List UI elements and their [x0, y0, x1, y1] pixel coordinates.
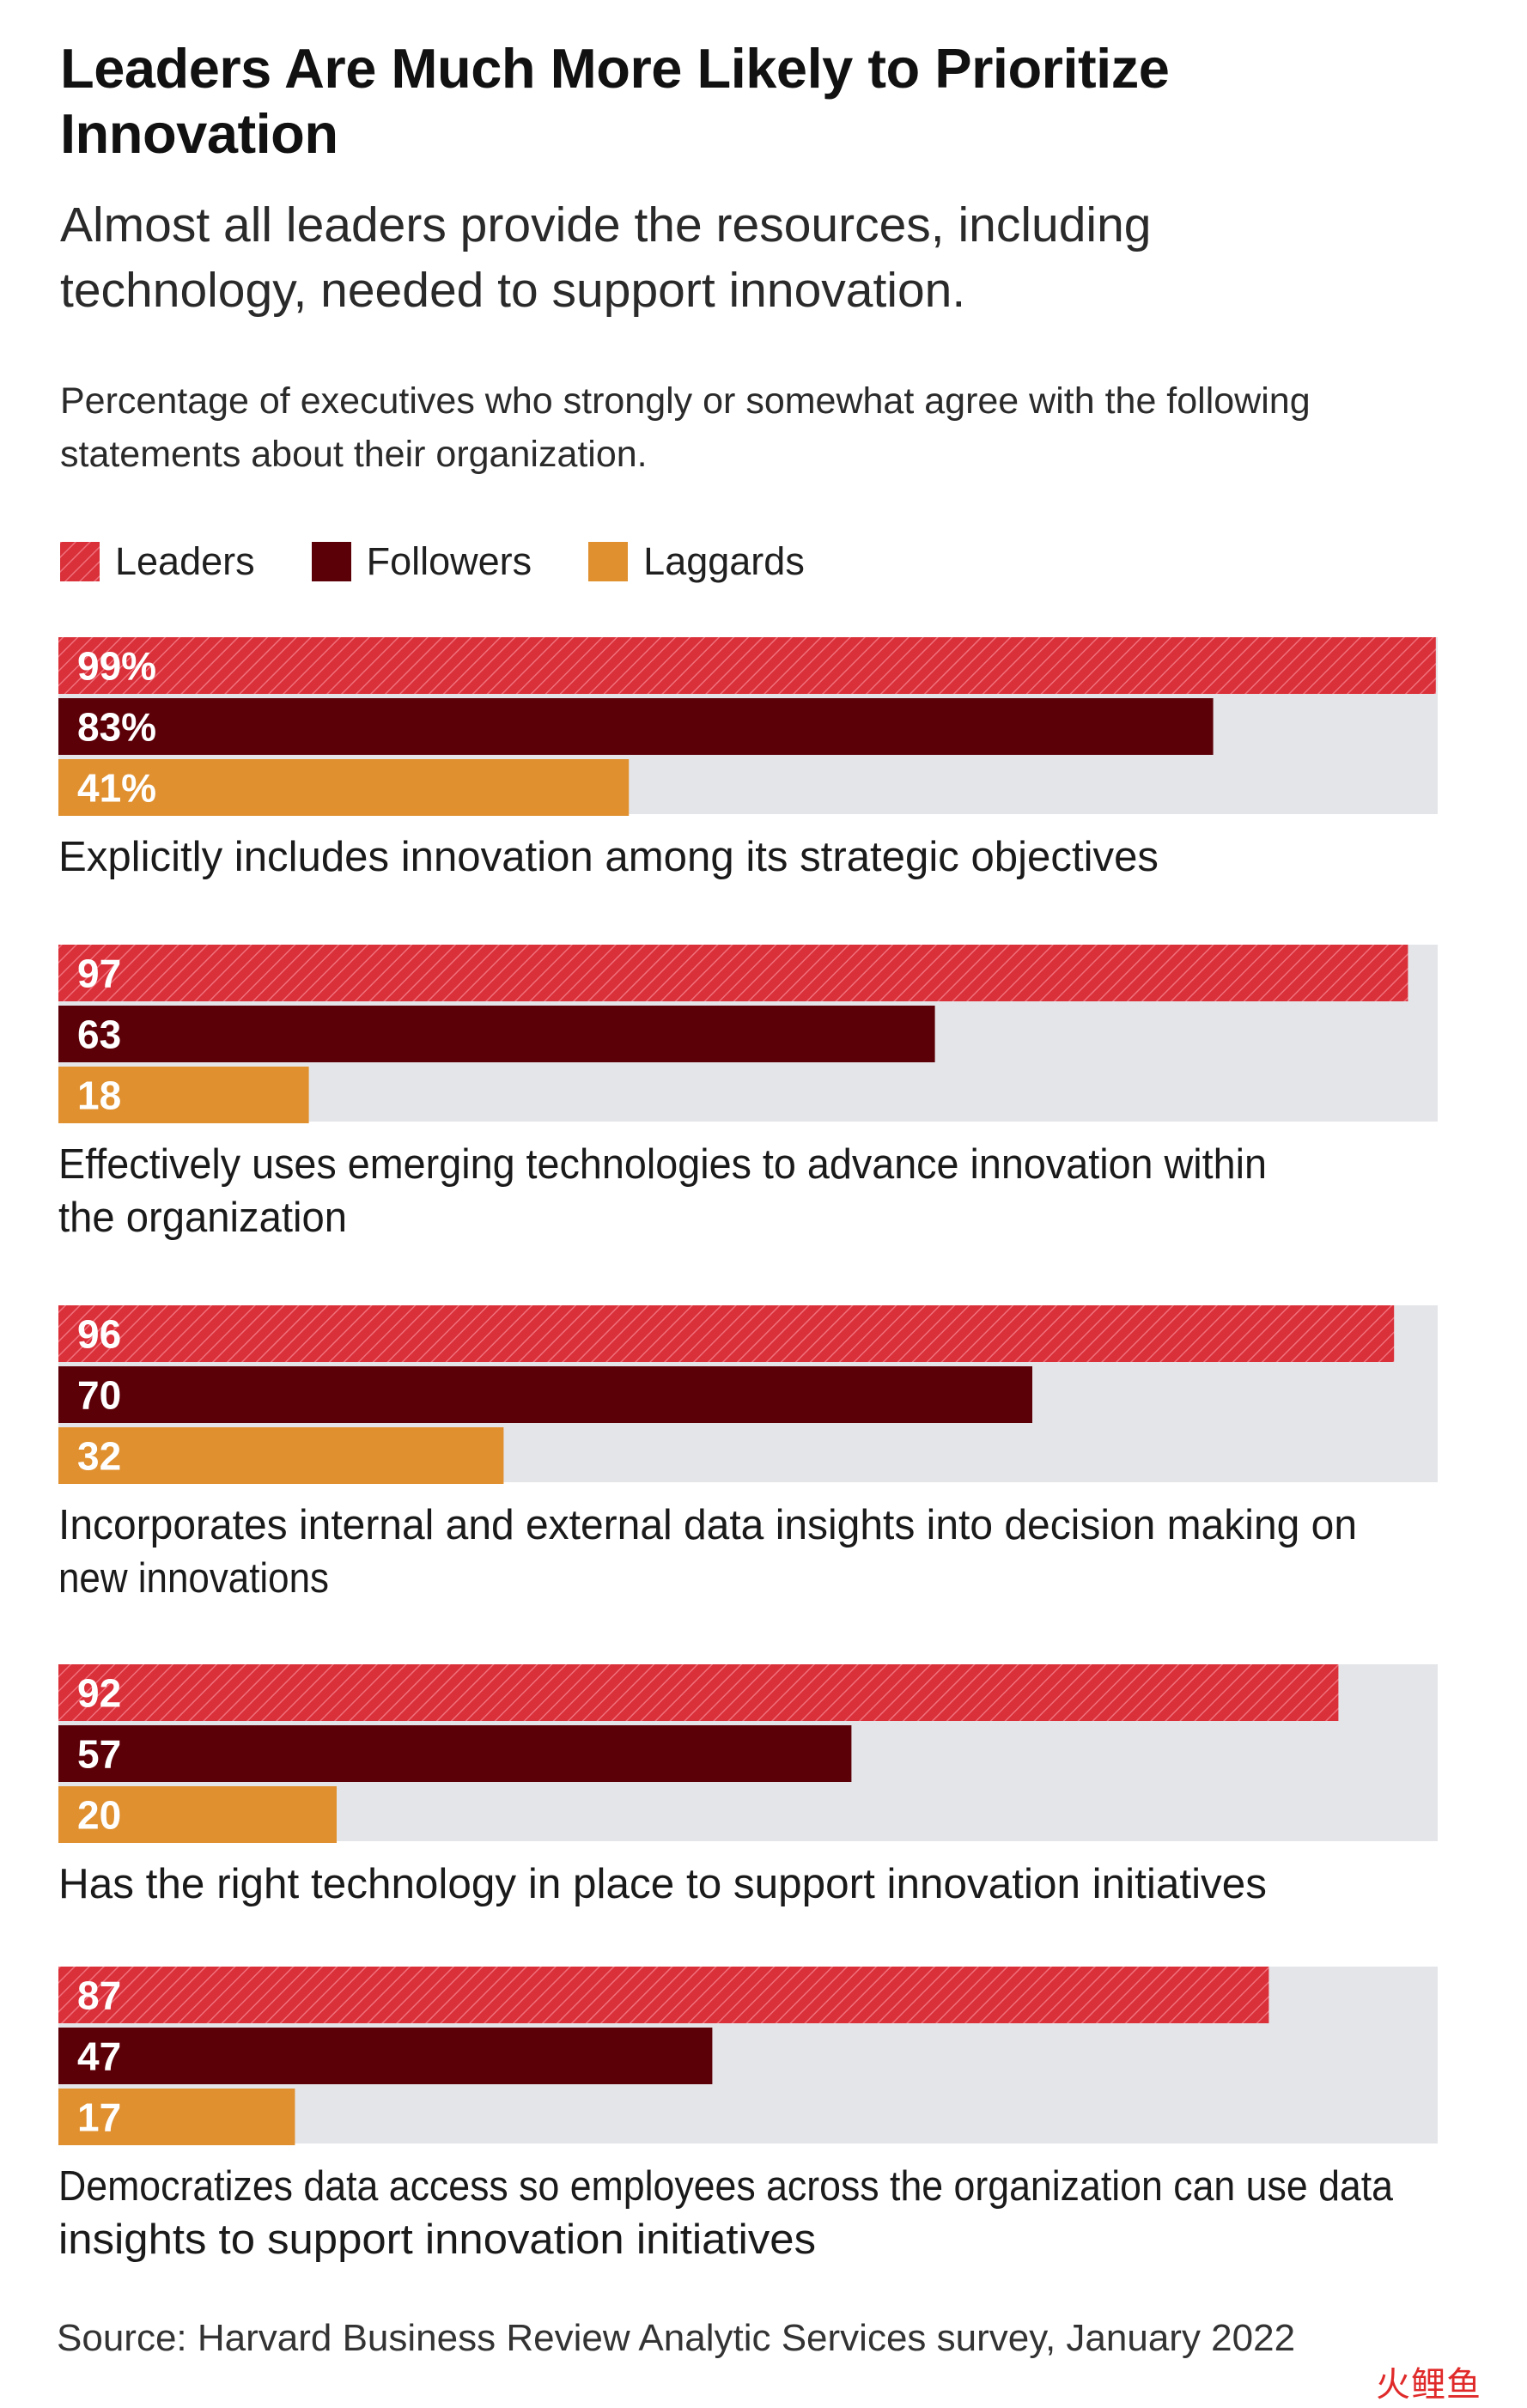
bar-laggards — [58, 1786, 337, 1843]
bar-value-label-leaders: 99% — [77, 644, 156, 689]
bar-followers — [58, 698, 1214, 755]
bar-value-label-laggards: 18 — [77, 1073, 121, 1118]
watermark-logo: 火鲤鱼 — [1376, 2365, 1481, 2405]
bar-value-label-laggards: 32 — [77, 1434, 121, 1479]
bar-laggards — [58, 2089, 295, 2145]
category-label: Democratizes data access so employees ac… — [58, 2163, 1394, 2210]
bar-group-2: 97 63 18 Effectively uses emerging technolo… — [58, 945, 1438, 1241]
legend-label-leaders: Leaders — [115, 539, 255, 583]
bar-followers — [58, 1006, 935, 1062]
legend-swatch-followers — [311, 542, 351, 581]
chart-subtitle: Almost all leaders provide the resources… — [60, 198, 1152, 318]
category-label: Effectively uses emerging technologies t… — [58, 1141, 1267, 1188]
source-note: Source: Harvard Business Review Analytic… — [57, 2317, 1296, 2359]
bar-leaders — [58, 1305, 1395, 1362]
category-label: the organization — [58, 1195, 347, 1241]
category-label: Explicitly includes innovation among its… — [58, 834, 1159, 880]
bar-value-label-followers: 63 — [77, 1012, 121, 1057]
bar-leaders — [58, 945, 1408, 1001]
bar-value-label-laggards: 17 — [77, 2095, 121, 2140]
legend-swatch-leaders — [60, 542, 100, 581]
bar-leaders — [58, 637, 1436, 694]
bar-group-4: 92 57 20 Has the right technology in place … — [58, 1664, 1438, 1907]
chart-title: Leaders Are Much More Likely to Prioriti… — [60, 37, 1170, 165]
bar-laggards — [58, 759, 630, 816]
chart-description: Percentage of executives who strongly or… — [60, 380, 1311, 475]
legend-label-laggards: Laggards — [643, 539, 805, 583]
bar-leaders — [58, 1664, 1339, 1721]
category-label: new innovations — [58, 1555, 329, 1602]
category-label: Has the right technology in place to sup… — [58, 1861, 1267, 1907]
legend-item-leaders: Leaders — [60, 539, 255, 584]
legend: Leaders Followers Laggards — [60, 534, 861, 589]
bar-value-label-laggards: 41% — [77, 766, 156, 811]
bar-value-label-followers: 47 — [77, 2034, 121, 2079]
legend-item-laggards: Laggards — [588, 539, 805, 584]
bar-followers — [58, 1725, 852, 1782]
bar-value-label-leaders: 87 — [77, 1973, 121, 2018]
bar-group-1: 99% 83% 41% Explicitly includes innovation … — [58, 637, 1438, 880]
bar-value-label-leaders: 97 — [77, 952, 121, 996]
category-label: Incorporates internal and external data … — [58, 1502, 1357, 1548]
bar-group-5: 87 47 17 Democratizes data access so employ… — [58, 1967, 1438, 2263]
bar-value-label-followers: 83% — [77, 705, 156, 750]
bar-value-label-followers: 57 — [77, 1732, 121, 1777]
legend-label-followers: Followers — [366, 539, 532, 583]
bar-laggards — [58, 1427, 504, 1484]
bar-laggards — [58, 1067, 309, 1123]
category-label: insights to support innovation initiativ… — [58, 2216, 816, 2263]
bar-value-label-leaders: 92 — [77, 1671, 121, 1716]
bar-value-label-laggards: 20 — [77, 1793, 121, 1838]
bar-value-label-leaders: 96 — [77, 1312, 121, 1357]
bar-group-3: 96 70 32 Incorporates internal and external… — [58, 1305, 1438, 1602]
legend-item-followers: Followers — [311, 539, 532, 584]
bar-followers — [58, 2028, 713, 2084]
bar-value-label-followers: 70 — [77, 1373, 121, 1418]
legend-swatch-laggards — [588, 542, 629, 581]
bar-leaders — [58, 1967, 1269, 2023]
bar-followers — [58, 1366, 1032, 1423]
